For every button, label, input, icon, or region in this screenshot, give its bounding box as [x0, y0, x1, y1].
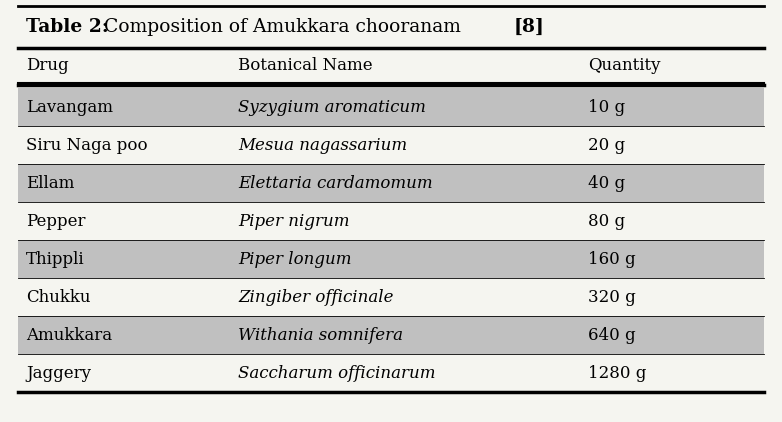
Text: Ellam: Ellam — [26, 175, 74, 192]
Text: 40 g: 40 g — [588, 175, 625, 192]
Text: Chukku: Chukku — [26, 289, 91, 306]
Text: 80 g: 80 g — [588, 213, 625, 230]
Text: Table 2:: Table 2: — [26, 18, 109, 36]
Text: Drug: Drug — [26, 57, 69, 75]
Text: [8]: [8] — [514, 18, 545, 36]
Text: Botanical Name: Botanical Name — [238, 57, 373, 75]
Text: 640 g: 640 g — [588, 327, 636, 344]
Text: Piper longum: Piper longum — [238, 251, 351, 268]
Text: Amukkara: Amukkara — [26, 327, 112, 344]
Bar — [18, 88, 764, 126]
Text: Pepper: Pepper — [26, 213, 85, 230]
Text: 160 g: 160 g — [588, 251, 636, 268]
Text: Saccharum officinarum: Saccharum officinarum — [238, 365, 436, 381]
Bar — [18, 316, 764, 354]
Text: 10 g: 10 g — [588, 98, 625, 116]
Text: Elettaria cardamomum: Elettaria cardamomum — [238, 175, 432, 192]
Text: Jaggery: Jaggery — [26, 365, 91, 381]
Text: Siru Naga poo: Siru Naga poo — [26, 136, 148, 154]
Bar — [18, 164, 764, 202]
Text: Composition of Amukkara chooranam: Composition of Amukkara chooranam — [98, 18, 467, 36]
Bar — [18, 6, 764, 48]
Text: Mesua nagassarium: Mesua nagassarium — [238, 136, 407, 154]
Text: Quantity: Quantity — [588, 57, 661, 75]
Text: Piper nigrum: Piper nigrum — [238, 213, 350, 230]
Text: Lavangam: Lavangam — [26, 98, 113, 116]
Text: Zingiber officinale: Zingiber officinale — [238, 289, 393, 306]
Bar — [18, 240, 764, 278]
Text: 20 g: 20 g — [588, 136, 625, 154]
Text: 1280 g: 1280 g — [588, 365, 647, 381]
Text: Withania somnifera: Withania somnifera — [238, 327, 403, 344]
Text: 320 g: 320 g — [588, 289, 636, 306]
Text: Syzygium aromaticum: Syzygium aromaticum — [238, 98, 426, 116]
Text: Thippli: Thippli — [26, 251, 84, 268]
